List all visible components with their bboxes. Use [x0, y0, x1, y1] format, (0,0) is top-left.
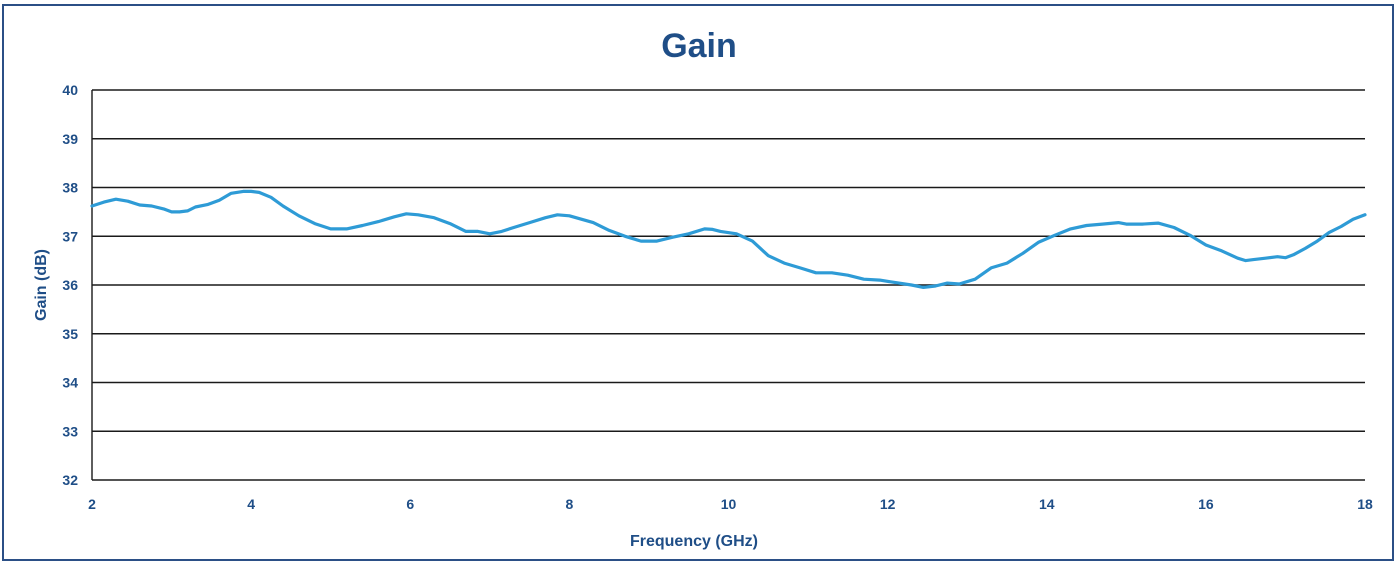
- x-axis-label: Frequency (GHz): [630, 533, 758, 550]
- y-tick-label: 39: [62, 131, 78, 147]
- y-tick-label: 37: [62, 228, 78, 244]
- y-tick-label: 32: [62, 472, 78, 488]
- x-tick-label: 10: [721, 496, 737, 512]
- x-tick-label: 12: [880, 496, 896, 512]
- chart-title: Gain: [661, 27, 737, 65]
- x-tick-label: 4: [247, 496, 255, 512]
- chart-frame: [2, 4, 1394, 561]
- x-axis-ticks: 2 4 6 8 10 12 14 16 18: [88, 496, 1373, 512]
- x-tick-label: 18: [1357, 496, 1373, 512]
- x-tick-label: 14: [1039, 496, 1055, 512]
- gridlines: [91, 89, 1365, 481]
- x-tick-label: 8: [565, 496, 573, 512]
- y-tick-label: 33: [62, 423, 78, 439]
- y-tick-label: 36: [62, 277, 78, 293]
- x-tick-label: 6: [406, 496, 414, 512]
- y-tick-label: 40: [62, 82, 78, 98]
- series-layer: [90, 189, 1367, 289]
- y-axis-ticks: 32 33 34 35 36 37 38 39 40: [62, 82, 78, 488]
- gain-series-line: [90, 189, 1367, 289]
- y-tick-label: 35: [62, 326, 78, 342]
- x-tick-label: 16: [1198, 496, 1214, 512]
- y-tick-label: 34: [62, 375, 78, 391]
- y-tick-label: 38: [62, 180, 78, 196]
- y-axis-label: Gain (dB): [33, 249, 50, 321]
- x-tick-label: 2: [88, 496, 96, 512]
